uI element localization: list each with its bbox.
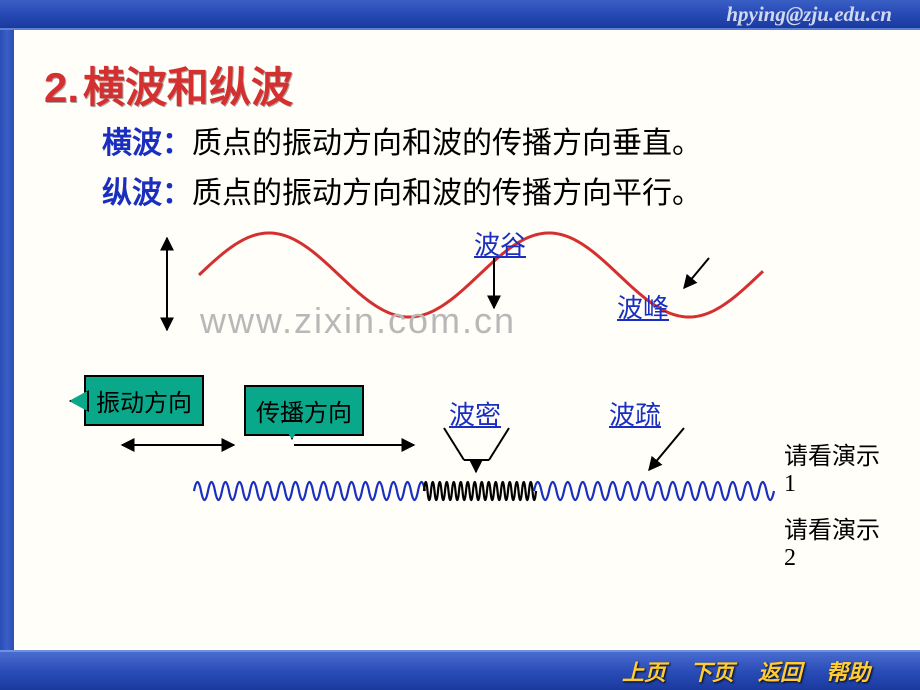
slide-content: 2. 横波和纵波 横波：质点的振动方向和波的传播方向垂直。 纵波：质点的振动方向…	[14, 30, 920, 650]
top-bar: hpying@zju.edu.cn	[0, 0, 920, 30]
bottom-nav: 上页 下页 返回 帮助	[0, 650, 920, 690]
def-term-1: 横波：	[102, 127, 192, 160]
email-text: hpying@zju.edu.cn	[726, 2, 892, 27]
section-number: 2.	[44, 64, 79, 111]
label-trough: 波谷	[474, 225, 526, 262]
nav-back[interactable]: 返回	[758, 655, 802, 687]
demo-link-1[interactable]: 请看演示1	[784, 436, 884, 498]
label-sparse: 波疏	[609, 395, 661, 432]
left-bar	[0, 30, 14, 650]
section-heading: 2. 横波和纵波	[44, 54, 900, 115]
definition-transverse: 横波：质点的振动方向和波的传播方向垂直。	[102, 123, 900, 165]
def-text-2: 质点的振动方向和波的传播方向平行。	[192, 177, 702, 210]
label-crest: 波峰	[617, 288, 669, 325]
section-title: 横波和纵波	[83, 64, 293, 111]
def-term-2: 纵波：	[102, 177, 192, 210]
nav-next[interactable]: 下页	[690, 655, 734, 687]
label-propagation: 传播方向	[244, 385, 364, 436]
demo-link-2[interactable]: 请看演示2	[784, 510, 884, 572]
wave-diagram: 振动方向 传播方向 波谷 波峰 波密 波疏 请看演示1 请看演示2	[44, 210, 884, 570]
definition-longitudinal: 纵波：质点的振动方向和波的传播方向平行。	[102, 173, 900, 215]
nav-prev[interactable]: 上页	[622, 655, 666, 687]
label-dense: 波密	[449, 395, 501, 432]
def-text-1: 质点的振动方向和波的传播方向垂直。	[192, 127, 702, 160]
label-vibration: 振动方向	[84, 375, 204, 426]
nav-help[interactable]: 帮助	[826, 655, 870, 687]
